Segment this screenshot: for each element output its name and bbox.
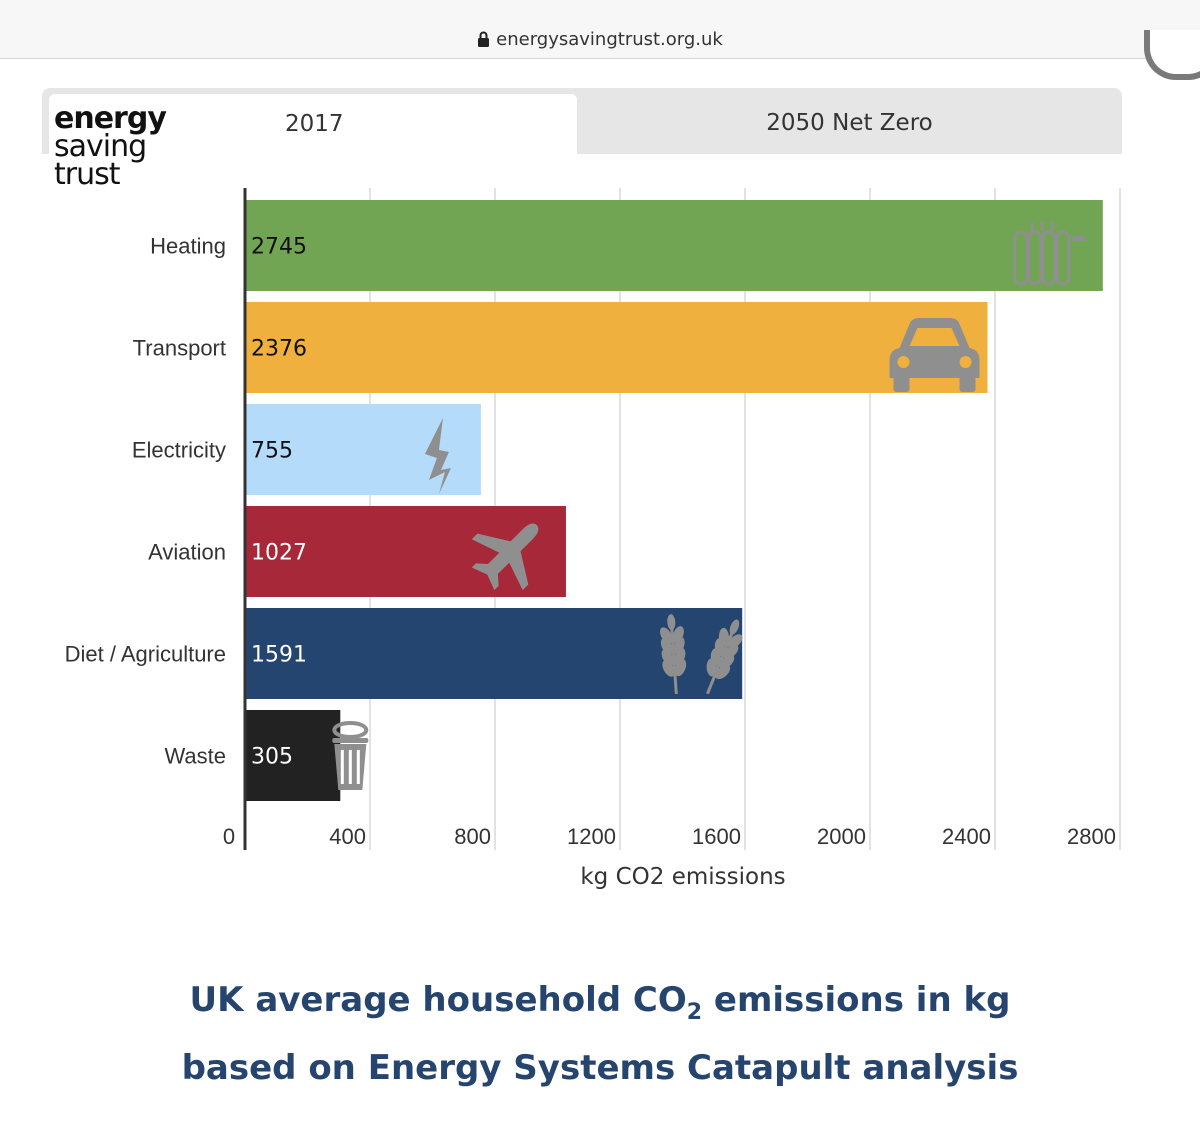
scroll-corner-icon <box>1144 30 1200 80</box>
category-label: Electricity <box>132 438 226 463</box>
browser-address-bar: energysavingtrust.org.uk <box>0 0 1200 59</box>
lightning-icon <box>424 418 451 494</box>
category-label: Diet / Agriculture <box>65 642 226 667</box>
chart-title-line-1: UK average household CO2 emissions in kg <box>189 980 1011 1025</box>
tab-2050-net-zero[interactable]: 2050 Net Zero <box>766 110 933 136</box>
energy-saving-trust-logo: energy saving trust <box>54 101 167 192</box>
chart-title-line-2: based on Energy Systems Catapult analysi… <box>181 1048 1019 1088</box>
emissions-bar-chart: 2745 Heating 2376 Transport 755 Electricity 10… <box>65 188 1121 890</box>
data-label: 1591 <box>251 643 307 668</box>
url-text: energysavingtrust.org.uk <box>496 29 723 50</box>
x-tick-label: 1600 <box>692 824 741 849</box>
bar-heating <box>245 200 1103 291</box>
airplane-icon <box>471 523 539 591</box>
bar-diet-agriculture <box>245 608 743 699</box>
x-tick-label: 2800 <box>1067 824 1116 849</box>
bar-electricity <box>245 404 481 495</box>
url-display[interactable]: energysavingtrust.org.uk <box>0 29 1200 50</box>
x-tick-label: 1200 <box>567 824 616 849</box>
bar-waste <box>245 710 341 801</box>
data-label: 305 <box>251 745 293 770</box>
bar-transport <box>245 302 988 393</box>
category-label: Aviation <box>148 540 226 565</box>
category-label: Heating <box>150 234 226 259</box>
x-tick-label: 800 <box>454 824 491 849</box>
category-label: Waste <box>164 744 226 769</box>
year-tabs: 2017 2050 Net Zero <box>42 88 1122 154</box>
x-axis-title: kg CO2 emissions <box>580 864 785 890</box>
data-label: 1027 <box>251 541 307 566</box>
x-tick-label: 2000 <box>817 824 866 849</box>
tab-2017[interactable]: 2017 <box>49 94 577 154</box>
data-label: 755 <box>251 439 293 464</box>
x-tick-label: 400 <box>329 824 366 849</box>
car-icon <box>889 318 980 392</box>
lock-icon <box>478 31 490 47</box>
x-tick-label: 2400 <box>942 824 991 849</box>
wheat-icon <box>660 614 743 695</box>
data-label: 2745 <box>251 235 307 260</box>
radiator-icon <box>1013 222 1085 286</box>
data-label: 2376 <box>251 337 307 362</box>
x-tick-label: 0 <box>223 824 235 849</box>
category-label: Transport <box>133 336 226 361</box>
trash-can-icon <box>332 721 369 790</box>
